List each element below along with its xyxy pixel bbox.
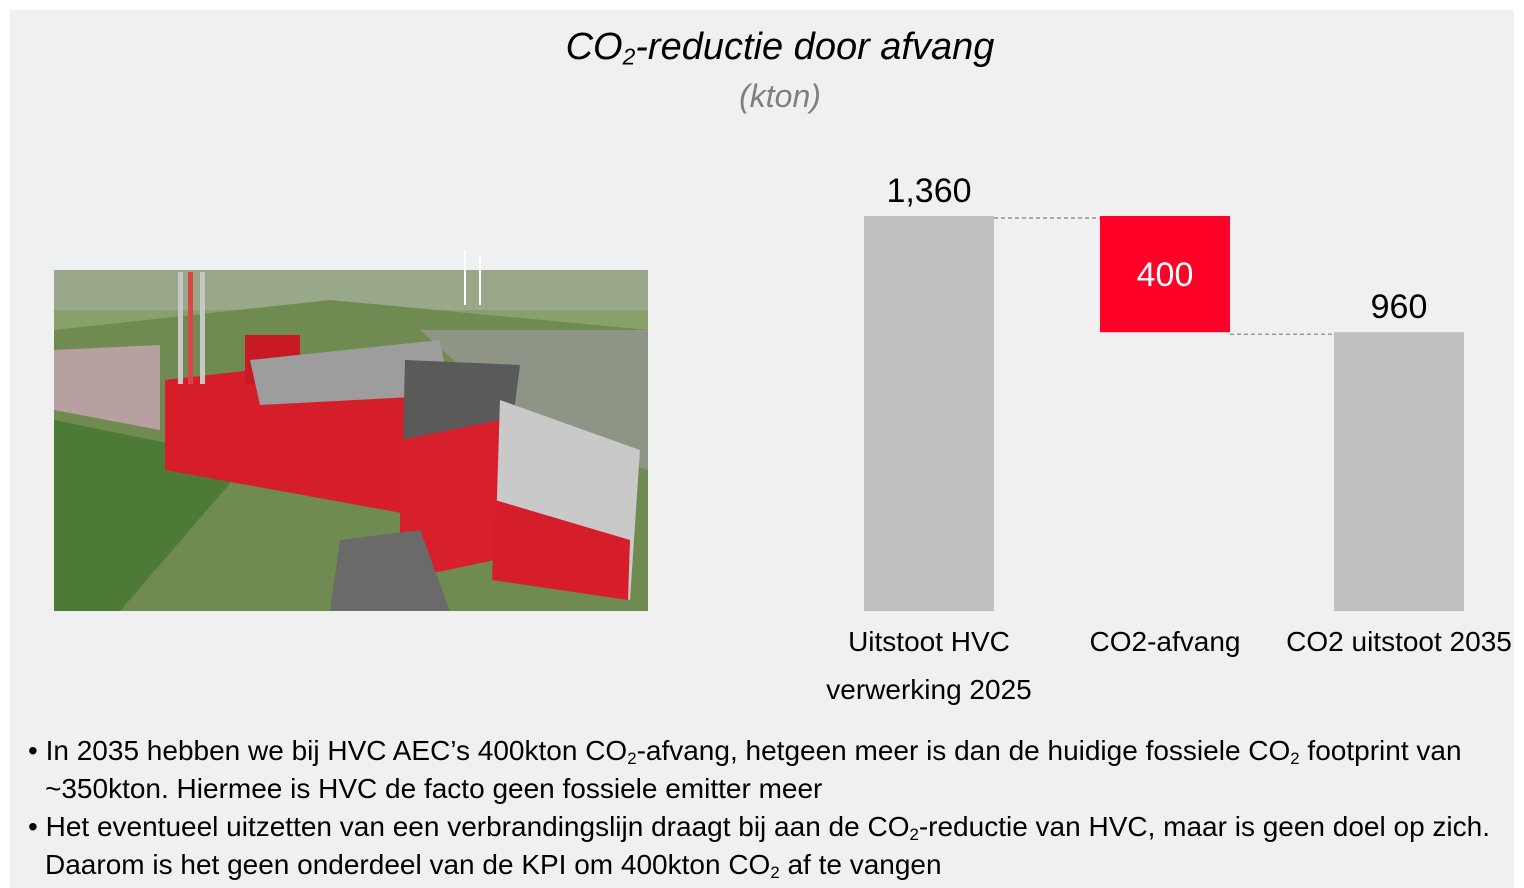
- bar: [864, 216, 994, 611]
- x-tick-label: CO2-afvang: [1040, 618, 1290, 666]
- subscript: 2: [909, 825, 918, 844]
- text-run: -afvang, hetgeen meer is dan de huidige …: [637, 735, 1291, 766]
- bar: [1334, 332, 1464, 611]
- text-run: af te vangen: [780, 849, 942, 880]
- bullet: • Het eventueel uitzetten van een verbra…: [28, 808, 1518, 884]
- bullet-list: • In 2035 hebben we bij HVC AEC’s 400kto…: [28, 732, 1518, 884]
- subscript: 2: [627, 749, 636, 768]
- value-label: 960: [1371, 288, 1428, 326]
- subscript: 2: [1290, 749, 1299, 768]
- bullet: • In 2035 hebben we bij HVC AEC’s 400kto…: [28, 732, 1518, 808]
- photo: [54, 222, 648, 611]
- text-run: In 2035 hebben we bij HVC AEC’s 400kton …: [46, 735, 628, 766]
- value-label: 400: [1137, 256, 1194, 294]
- text-run: Het eventueel uitzetten van een verbrand…: [46, 811, 910, 842]
- slide: CO2-reductie door afvang (kton) 1,360400…: [0, 0, 1524, 888]
- x-tick-label: Uitstoot HVC verwerking 2025: [804, 618, 1054, 714]
- subscript: 2: [770, 863, 779, 882]
- value-label: 1,360: [886, 172, 971, 210]
- x-tick-label: CO2 uitstoot 2035: [1274, 618, 1524, 666]
